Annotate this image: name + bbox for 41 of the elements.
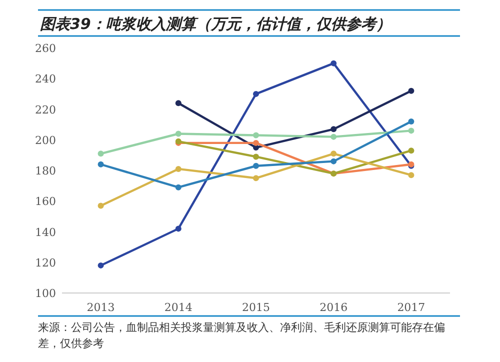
point: [175, 184, 182, 190]
point: [253, 175, 259, 182]
point: [98, 202, 104, 209]
y-tick-label: 120: [35, 256, 56, 270]
title: 图表39：吨浆收入测算（万元，估计值，仅供参考）: [40, 15, 391, 33]
y-tick-label: 220: [35, 103, 56, 116]
x-tick-label: 2013: [86, 301, 115, 314]
y-tick-label: 180: [35, 164, 56, 178]
point: [330, 158, 337, 164]
point: [253, 90, 259, 97]
source-note: 来源：公司公告，血制品相关投浆量测算及收入、净利润、毛利还原测算可能存在偏差，仅供参考: [38, 320, 446, 352]
point: [330, 60, 337, 66]
x-tick-label: 2014: [164, 301, 192, 314]
point: [98, 262, 104, 268]
y-tick-label: 160: [35, 195, 56, 208]
x-tick-label: 2017: [397, 301, 426, 314]
point: [408, 148, 414, 154]
point: [408, 128, 414, 134]
y-tick-label: 140: [35, 226, 56, 239]
point: [253, 132, 259, 138]
x-tick-label: 2016: [320, 301, 348, 314]
x-tick-label: 2015: [242, 301, 270, 314]
point: [408, 88, 414, 94]
point: [98, 150, 104, 157]
y-tick-label: 200: [35, 134, 56, 147]
y-tick-label: 240: [35, 72, 56, 86]
point: [330, 126, 337, 132]
point: [330, 134, 337, 140]
y-tick-label: 260: [35, 42, 56, 55]
point: [253, 162, 259, 169]
point: [408, 118, 414, 124]
point: [253, 140, 259, 146]
point: [175, 226, 182, 232]
point: [175, 130, 182, 137]
point: [98, 161, 104, 168]
point: [330, 150, 337, 157]
point: [253, 154, 259, 160]
point: [175, 100, 182, 106]
point: [175, 166, 182, 172]
y-tick-label: 100: [35, 287, 56, 300]
point: [408, 172, 414, 178]
